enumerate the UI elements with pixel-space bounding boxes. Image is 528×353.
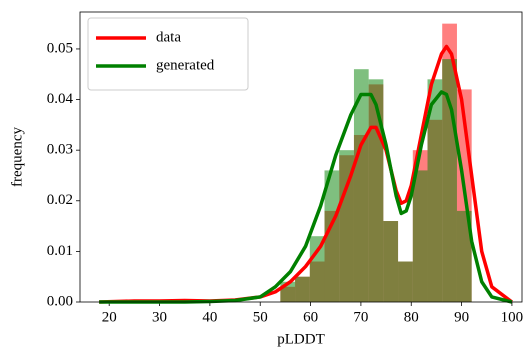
histogram-bar	[368, 79, 384, 302]
x-axis-label: pLDDT	[277, 331, 325, 347]
y-tick-label: 0.00	[47, 293, 73, 309]
histogram-bar	[398, 261, 413, 302]
y-tick-label: 0.01	[47, 243, 73, 259]
x-tick-label: 100	[501, 309, 524, 325]
histogram-bar	[412, 170, 428, 302]
histogram-bar	[309, 236, 325, 302]
y-tick-label: 0.05	[47, 40, 73, 56]
histogram-bar	[456, 210, 472, 302]
y-tick-label: 0.02	[47, 192, 73, 208]
legend-label: generated	[156, 57, 215, 73]
x-tick-label: 50	[253, 309, 268, 325]
y-axis-label: frequency	[9, 127, 25, 187]
kde-line	[99, 90, 513, 304]
y-tick-label: 0.03	[47, 142, 73, 158]
legend-label: data	[156, 29, 181, 45]
y-tick-label: 0.04	[47, 91, 74, 107]
histogram-bar	[442, 59, 457, 303]
x-tick-label: 80	[404, 309, 419, 325]
histogram-bar	[295, 276, 310, 302]
plot-frame	[79, 11, 523, 303]
histogram-bar	[383, 221, 399, 302]
x-tick-label: 60	[303, 309, 318, 325]
legend-box	[87, 17, 249, 91]
x-tick-label: 30	[152, 309, 167, 325]
histogram-bar	[324, 170, 340, 302]
histogram-bar	[427, 79, 443, 302]
histogram-bar	[353, 69, 369, 303]
x-tick-label: 90	[454, 309, 469, 325]
histogram-bar	[339, 150, 354, 302]
x-tick-label: 40	[202, 309, 217, 325]
x-tick-label: 70	[353, 309, 368, 325]
x-tick-label: 20	[102, 309, 117, 325]
